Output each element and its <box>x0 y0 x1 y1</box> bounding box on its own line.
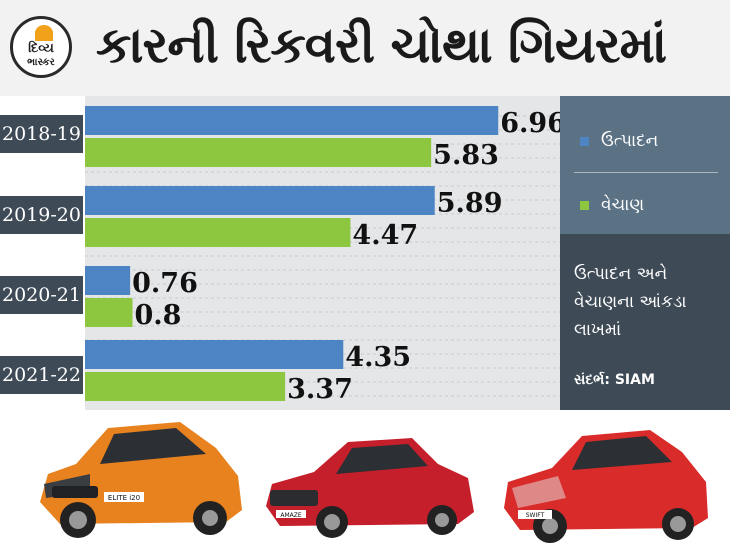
legend-item-sales: વેચાણ <box>580 190 644 220</box>
data-label: 4.35 <box>345 342 411 373</box>
data-label: 5.83 <box>433 140 499 171</box>
data-label: 5.89 <box>437 188 503 219</box>
category-label: 2021-22 <box>2 364 81 386</box>
source-credit: સંદર્ભ: SIAM <box>574 372 655 388</box>
category-label-box: 2020-21 <box>0 276 83 314</box>
sales-bar-2019-20 <box>85 218 351 247</box>
production-swatch <box>580 136 589 146</box>
legend-divider <box>574 172 718 173</box>
car-badge: AMAZE <box>280 512 301 519</box>
note-panel: ઉત્પાદન અને વેચાણના આંકડા લાખમાં સંદર્ભ:… <box>560 234 730 410</box>
sun-icon <box>35 25 53 41</box>
car-badge: ELITE i20 <box>108 494 140 502</box>
category-label-box: 2019-20 <box>0 196 83 234</box>
legend-label-production: ઉત્પાદન <box>601 131 659 151</box>
data-label: 3.37 <box>287 374 353 405</box>
legend: ઉત્પાદન વેચાણ <box>560 96 730 234</box>
sales-bar-2020-21 <box>85 298 133 327</box>
car-image-red-hatchback: SWIFT <box>504 430 708 543</box>
production-bar-2021-22 <box>85 340 344 369</box>
data-label: 0.76 <box>132 268 198 299</box>
legend-item-production: ઉત્પાદન <box>580 126 658 156</box>
chart-title: કારની રિકવરી ચોથા ગિયરમાં <box>96 16 667 74</box>
category-label: 2019-20 <box>2 204 81 226</box>
car-badge: SWIFT <box>526 512 545 519</box>
data-label: 4.47 <box>352 220 418 251</box>
category-label-box: 2021-22 <box>0 356 83 394</box>
category-label: 2020-21 <box>2 284 81 306</box>
car-image-orange-hatchback: ELITE i20 <box>40 422 242 538</box>
data-label: 6.96 <box>500 108 566 139</box>
sales-swatch <box>580 200 589 210</box>
legend-label-sales: વેચાણ <box>601 195 645 215</box>
brand-logo: દિવ્ય ભાસ્કર <box>10 16 72 78</box>
category-label: 2018-19 <box>2 123 81 145</box>
sales-bar-2021-22 <box>85 372 286 401</box>
production-bar-2018-19 <box>85 106 499 135</box>
data-label: 0.8 <box>135 300 182 331</box>
car-illustrations: ELITE i20 AMAZE SWIFT <box>0 410 730 548</box>
car-image-red-sedan: AMAZE <box>266 438 474 538</box>
category-label-box: 2018-19 <box>0 115 83 153</box>
production-bar-2020-21 <box>85 266 131 295</box>
production-bar-2019-20 <box>85 186 435 215</box>
header: દિવ્ય ભાસ્કર કારની રિકવરી ચોથા ગિયરમાં <box>0 0 730 96</box>
brand-line2: ભાસ્કર <box>27 57 55 68</box>
sales-bar-2018-19 <box>85 138 432 167</box>
brand-line1: દિવ્ય <box>28 41 54 56</box>
unit-note: ઉત્પાદન અને વેચાણના આંકડા લાખમાં <box>574 264 687 340</box>
